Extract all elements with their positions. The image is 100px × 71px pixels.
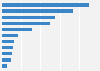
- Bar: [2, 58, 11, 61]
- Bar: [2, 16, 55, 19]
- Bar: [2, 3, 89, 7]
- Bar: [2, 10, 73, 13]
- Bar: [2, 46, 13, 49]
- Bar: [2, 34, 18, 37]
- Bar: [2, 40, 14, 43]
- Bar: [2, 64, 7, 68]
- Bar: [2, 22, 50, 25]
- Bar: [2, 28, 32, 31]
- Bar: [2, 52, 12, 55]
